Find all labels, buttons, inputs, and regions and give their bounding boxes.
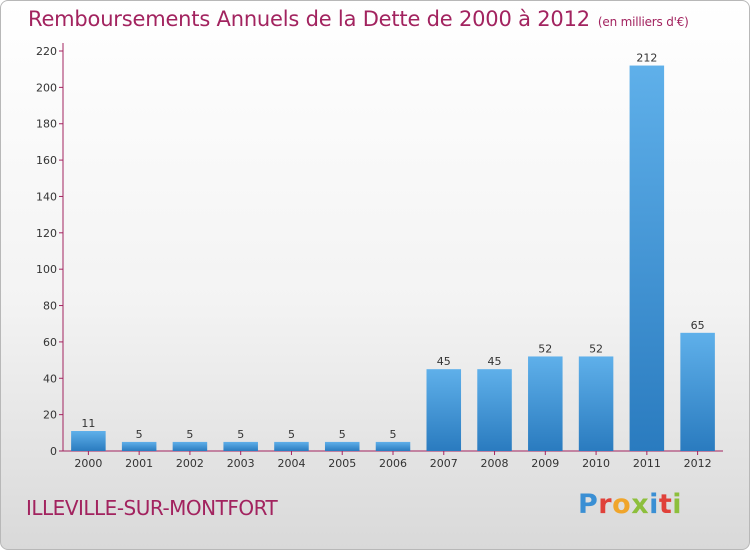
logo-letter: o (612, 489, 632, 520)
x-tick-label: 2011 (633, 457, 661, 470)
y-tick-label: 180 (36, 118, 57, 131)
logo-letter: x (631, 489, 650, 520)
logo-letter: P (578, 489, 599, 520)
data-label: 5 (288, 428, 295, 441)
y-tick-label: 100 (36, 263, 57, 276)
bar (375, 441, 411, 451)
y-tick-label: 220 (36, 45, 57, 58)
data-label: 52 (589, 342, 603, 355)
logo-letter: t (658, 489, 673, 520)
bar (324, 441, 360, 451)
bars (71, 65, 715, 451)
bar (121, 441, 157, 451)
data-label: 45 (488, 355, 502, 368)
x-tick-label: 2006 (379, 457, 407, 470)
bar (629, 65, 665, 451)
y-axis: 0 20 40 60 80 100 120 140 160 180 200 220 (36, 43, 64, 458)
bar (528, 356, 563, 451)
x-tick-label: 2004 (277, 457, 305, 470)
y-tick-label: 60 (43, 336, 57, 349)
bar (71, 431, 106, 451)
chart-title-text: Remboursements Annuels de la Dette de 20… (28, 7, 590, 31)
y-tick-label: 140 (36, 190, 57, 203)
y-tick-label: 160 (36, 154, 57, 167)
logo-letter: r (598, 489, 613, 520)
y-tick-label: 200 (36, 81, 57, 94)
y-tick-label: 20 (43, 409, 57, 422)
y-tick-label: 120 (36, 227, 57, 240)
data-label: 5 (136, 428, 143, 441)
x-tick-label: 2003 (227, 457, 255, 470)
proxiti-logo: Proxiti (578, 489, 682, 520)
data-label: 45 (437, 355, 451, 368)
bar (274, 441, 309, 451)
x-tick-label: 2012 (684, 457, 712, 470)
logo-letter: i (649, 489, 659, 520)
y-tick-label: 40 (43, 372, 57, 385)
bar (578, 356, 614, 451)
bar (223, 441, 258, 451)
y-tick-label: 0 (50, 445, 57, 458)
x-tick-label: 2002 (176, 457, 204, 470)
data-label: 5 (390, 428, 397, 441)
data-label: 5 (237, 428, 244, 441)
logo-letter: i (672, 489, 683, 520)
data-label: 11 (81, 417, 95, 430)
x-tick-label: 2001 (125, 457, 153, 470)
x-tick-label: 2000 (74, 457, 102, 470)
x-tick-label: 2009 (531, 457, 559, 470)
data-label: 212 (636, 52, 657, 65)
bar (426, 369, 462, 451)
x-tick-label: 2005 (328, 457, 356, 470)
x-tick-label: 2010 (582, 457, 610, 470)
chart-subtitle: (en milliers d'€) (597, 15, 689, 29)
x-tick-label: 2007 (430, 457, 458, 470)
data-label: 52 (538, 342, 552, 355)
bar (477, 369, 512, 451)
data-labels: 11 5 5 5 5 5 5 45 45 52 52 212 65 (81, 52, 704, 441)
y-tick-label: 80 (43, 300, 57, 313)
bar (172, 441, 208, 451)
commune-name: ILLEVILLE-SUR-MONTFORT (26, 496, 278, 520)
data-label: 5 (186, 428, 193, 441)
chart-title: Remboursements Annuels de la Dette de 20… (28, 7, 689, 31)
data-label: 65 (691, 319, 705, 332)
data-label: 5 (339, 428, 346, 441)
x-tick-label: 2008 (481, 457, 509, 470)
bar (680, 332, 715, 451)
x-axis: 2000 2001 2002 2003 2004 2005 2006 2007 2008 2009… (63, 450, 723, 470)
